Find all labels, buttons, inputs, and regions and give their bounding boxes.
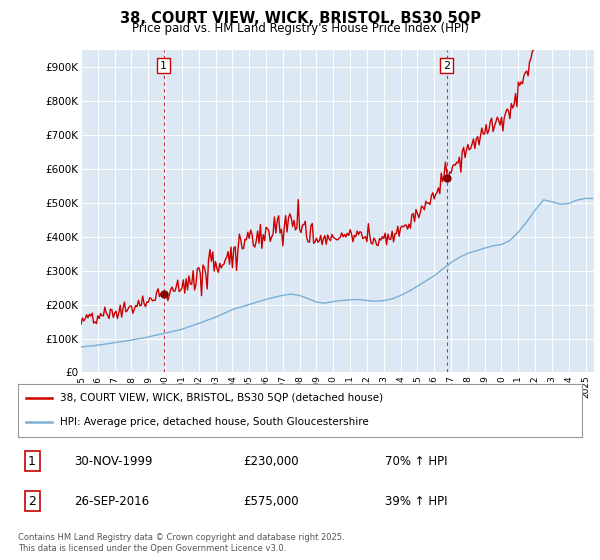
Text: 39% ↑ HPI: 39% ↑ HPI	[385, 495, 447, 508]
Text: 70% ↑ HPI: 70% ↑ HPI	[385, 455, 447, 468]
Text: £230,000: £230,000	[244, 455, 299, 468]
Text: 38, COURT VIEW, WICK, BRISTOL, BS30 5QP (detached house): 38, COURT VIEW, WICK, BRISTOL, BS30 5QP …	[60, 393, 383, 403]
Text: 30-NOV-1999: 30-NOV-1999	[74, 455, 153, 468]
Text: 1: 1	[28, 455, 36, 468]
Text: 26-SEP-2016: 26-SEP-2016	[74, 495, 149, 508]
Text: £575,000: £575,000	[244, 495, 299, 508]
Text: Price paid vs. HM Land Registry's House Price Index (HPI): Price paid vs. HM Land Registry's House …	[131, 22, 469, 35]
Text: 2: 2	[28, 495, 36, 508]
Text: 1: 1	[160, 60, 167, 71]
Text: HPI: Average price, detached house, South Gloucestershire: HPI: Average price, detached house, Sout…	[60, 417, 369, 427]
Text: 2: 2	[443, 60, 450, 71]
Text: 38, COURT VIEW, WICK, BRISTOL, BS30 5QP: 38, COURT VIEW, WICK, BRISTOL, BS30 5QP	[119, 11, 481, 26]
Text: Contains HM Land Registry data © Crown copyright and database right 2025.
This d: Contains HM Land Registry data © Crown c…	[18, 533, 344, 553]
